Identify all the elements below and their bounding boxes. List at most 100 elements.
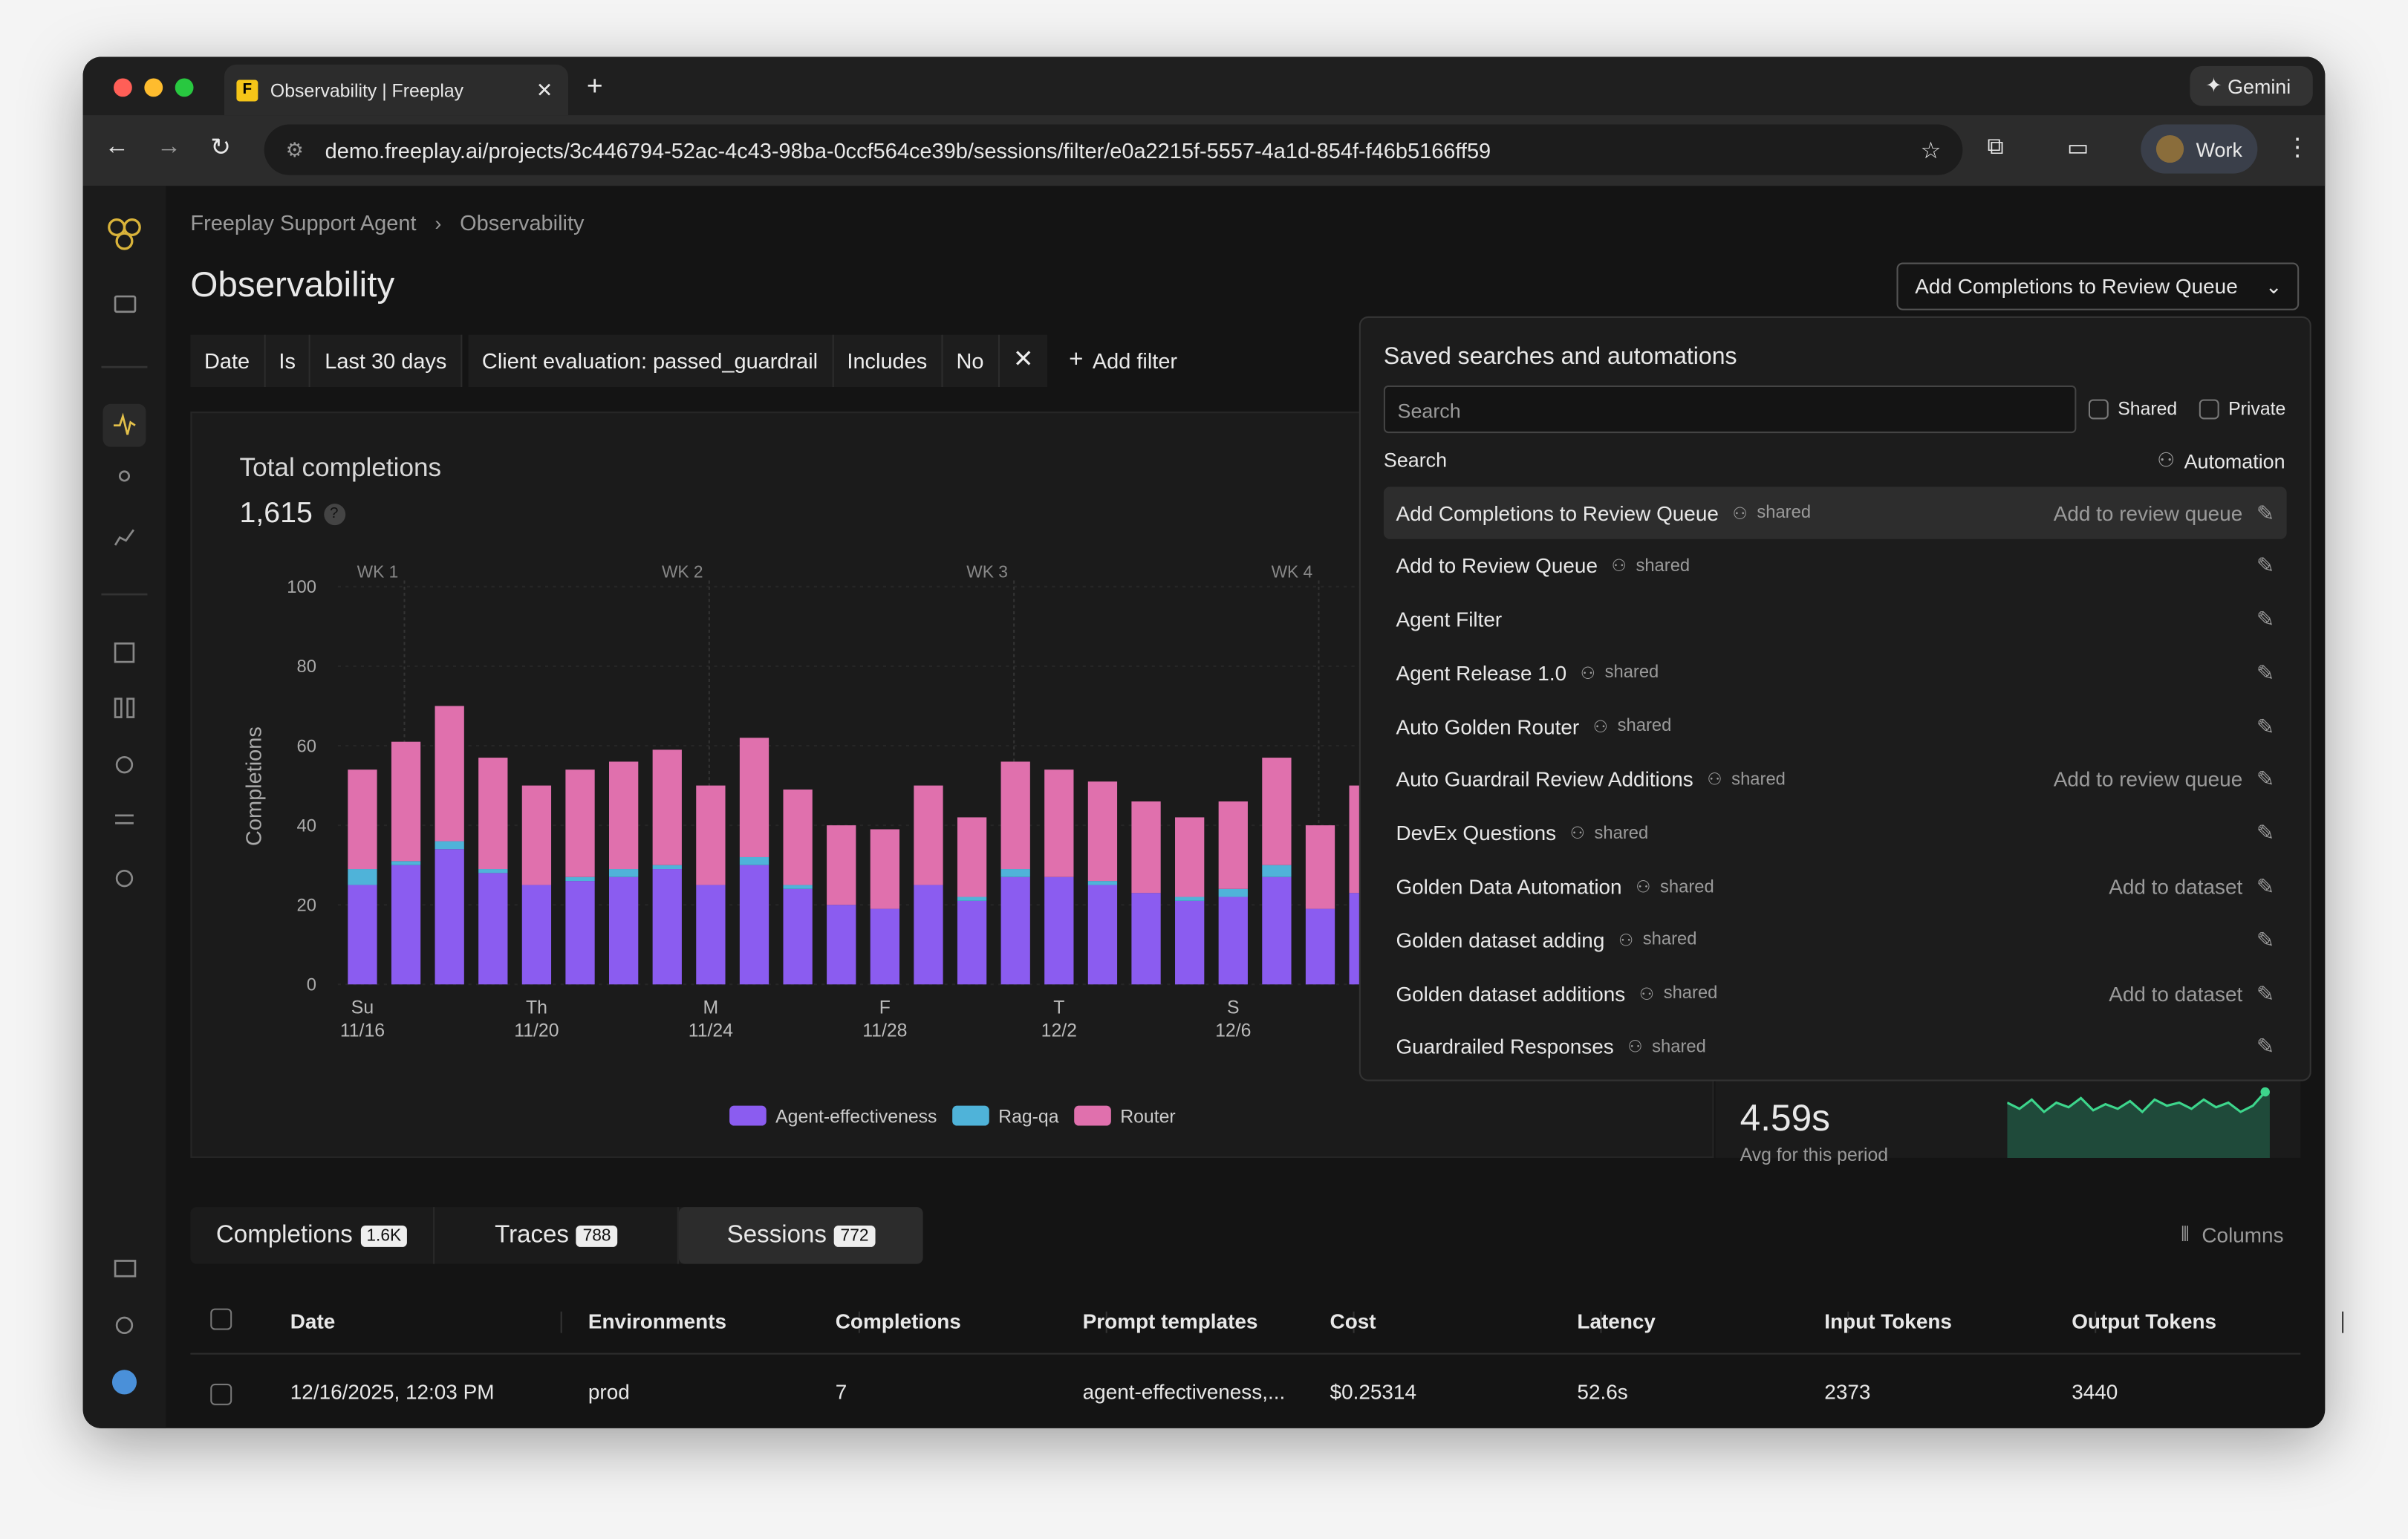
bar-segment	[348, 770, 377, 870]
x-tick-date: 11/20	[514, 1021, 559, 1041]
observability-icon[interactable]	[114, 412, 136, 435]
column-divider	[560, 1311, 562, 1333]
new-tab[interactable]: +	[586, 71, 603, 102]
table-cell: 2373	[1824, 1380, 1871, 1404]
bar-segment	[696, 785, 726, 885]
bookmark-star[interactable]: ☆	[1920, 137, 1942, 164]
filter-field: Date	[190, 334, 265, 388]
close-window[interactable]	[114, 78, 132, 97]
bar-segment	[1044, 876, 1074, 985]
legend-swatch	[729, 1105, 767, 1126]
bar-segment	[1262, 758, 1292, 865]
saved-search-row[interactable]: Agent Release 1.0 ⚇ shared ✎	[1384, 647, 2287, 699]
edit-icon[interactable]: ✎	[2256, 927, 2275, 952]
back-button[interactable]: ←	[104, 133, 129, 160]
search-placeholder: Search	[1397, 399, 1461, 423]
evals-icon[interactable]	[115, 755, 134, 774]
saved-search-row[interactable]: Add to Review Queue ⚇ shared ✎	[1384, 540, 2287, 592]
edit-icon[interactable]: ✎	[2256, 820, 2275, 845]
minimize-window[interactable]	[144, 78, 163, 97]
shared-filter[interactable]: Shared	[2088, 397, 2178, 420]
bar-segment	[565, 876, 595, 882]
add-filter-button[interactable]: + Add filter	[1069, 347, 1177, 374]
saved-search-row[interactable]: Add Completions to Review Queue ⚇ shared Ad…	[1383, 487, 2287, 539]
saved-search-row[interactable]: Auto Guardrail Review Additions ⚇ shared Ad…	[1384, 754, 2287, 806]
account-settings-icon[interactable]	[115, 1316, 134, 1335]
edit-icon[interactable]: ✎	[2256, 553, 2275, 579]
edit-icon[interactable]: ✎	[2256, 606, 2275, 631]
edit-icon[interactable]: ✎	[2256, 713, 2275, 738]
tab[interactable]: Traces 788	[435, 1207, 679, 1264]
users-icon[interactable]	[118, 470, 131, 482]
saved-search-row[interactable]: Auto Golden Router ⚇ shared ✎	[1384, 700, 2287, 752]
review-queue-button[interactable]: Add Completions to Review Queue ⌄	[1896, 262, 2300, 310]
filter-label: Shared	[2118, 397, 2178, 420]
saved-search-row[interactable]: Golden Data Automation ⚇ shared Add to data…	[1384, 861, 2287, 913]
page-title: Observability	[190, 264, 395, 305]
column-divider	[1600, 1311, 1602, 1333]
templates-icon[interactable]	[114, 642, 135, 663]
saved-search-row[interactable]: Golden dataset adding ⚇ shared ✎	[1384, 914, 2287, 966]
menu-button[interactable]: ⋮	[2285, 134, 2310, 162]
edit-icon[interactable]: ✎	[2256, 873, 2275, 899]
projects-icon[interactable]	[114, 295, 137, 313]
address-bar[interactable]: ⚙ demo.freeplay.ai/projects/3c446794-52a…	[264, 124, 1963, 175]
help-icon[interactable]: ?	[323, 504, 345, 526]
chart-total: 1,615	[239, 497, 313, 530]
select-all-checkbox[interactable]	[210, 1308, 232, 1330]
week-label: WK 2	[662, 562, 703, 581]
search-input[interactable]: Search	[1383, 385, 2077, 434]
metrics-icon[interactable]	[114, 529, 134, 546]
edit-icon[interactable]: ✎	[2256, 980, 2275, 1006]
edit-icon[interactable]: ✎	[2256, 1034, 2275, 1059]
bar-segment	[1131, 801, 1161, 894]
saved-search-row[interactable]: Guardrailed Responses ⚇ shared ✎	[1384, 1021, 2287, 1073]
settings-icon[interactable]	[115, 869, 134, 888]
saved-search-name: Golden Data Automation	[1396, 875, 1622, 899]
saved-search-row[interactable]: DevEx Questions ⚇ shared ✎	[1384, 807, 2287, 859]
x-tick-date: 11/28	[862, 1021, 907, 1041]
saved-search-row[interactable]: Golden dataset additions ⚇ shared Add to da…	[1384, 968, 2287, 1020]
bar-segment	[696, 885, 726, 985]
breadcrumb-item[interactable]: Freeplay Support Agent	[190, 210, 417, 235]
bar-segment	[1218, 888, 1248, 897]
bar-segment	[739, 738, 769, 857]
bar-segment	[478, 758, 508, 870]
saved-search-name: Agent Filter	[1396, 608, 1503, 631]
saved-search-row[interactable]: Agent Filter ✎	[1384, 593, 2287, 645]
row-checkbox[interactable]	[210, 1383, 232, 1405]
bar-segment	[1305, 825, 1335, 909]
tab[interactable]: Sessions 772	[678, 1207, 923, 1264]
private-filter[interactable]: Private	[2199, 398, 2285, 419]
columns-button[interactable]: ⦀ Columns	[2180, 1222, 2284, 1246]
legend-swatch	[952, 1105, 989, 1126]
column-header: Date	[290, 1309, 336, 1333]
forward-button[interactable]: →	[156, 133, 181, 160]
column-divider	[2095, 1311, 2097, 1333]
reload-button[interactable]: ↻	[210, 134, 231, 162]
datasets-icon[interactable]	[114, 697, 123, 718]
tab-close[interactable]: ✕	[536, 77, 553, 101]
filter-chip[interactable]: Client evaluation: passed_guardrail Inclu…	[468, 334, 1048, 388]
maximize-window[interactable]	[175, 78, 194, 97]
browser-tab[interactable]: F Observability | Freeplay ✕	[224, 64, 569, 116]
edit-icon[interactable]: ✎	[2256, 500, 2275, 525]
profile-button[interactable]: Work	[2141, 124, 2258, 174]
tab[interactable]: Completions 1.6K	[190, 1207, 435, 1264]
filter-chip[interactable]: Date Is Last 30 days	[190, 334, 463, 388]
edit-icon[interactable]: ✎	[2256, 660, 2275, 685]
extensions[interactable]: ⧉	[1987, 133, 2004, 160]
remove-filter[interactable]: ✕	[1012, 347, 1034, 374]
docs-icon[interactable]	[114, 1260, 137, 1278]
gemini-button[interactable]: ✦ Gemini	[2190, 65, 2313, 106]
latency-caption: Avg for this period	[1740, 1144, 1889, 1166]
tab-label: Traces	[495, 1221, 569, 1248]
bar-segment	[1044, 770, 1074, 877]
column-header: Latency	[1577, 1309, 1656, 1333]
edit-icon[interactable]: ✎	[2256, 767, 2275, 792]
user-avatar[interactable]	[111, 1370, 137, 1395]
bar-segment	[1087, 885, 1118, 985]
bar-segment	[652, 749, 682, 865]
tab-search[interactable]: ▭	[2066, 134, 2089, 162]
bar-segment	[1218, 801, 1248, 889]
